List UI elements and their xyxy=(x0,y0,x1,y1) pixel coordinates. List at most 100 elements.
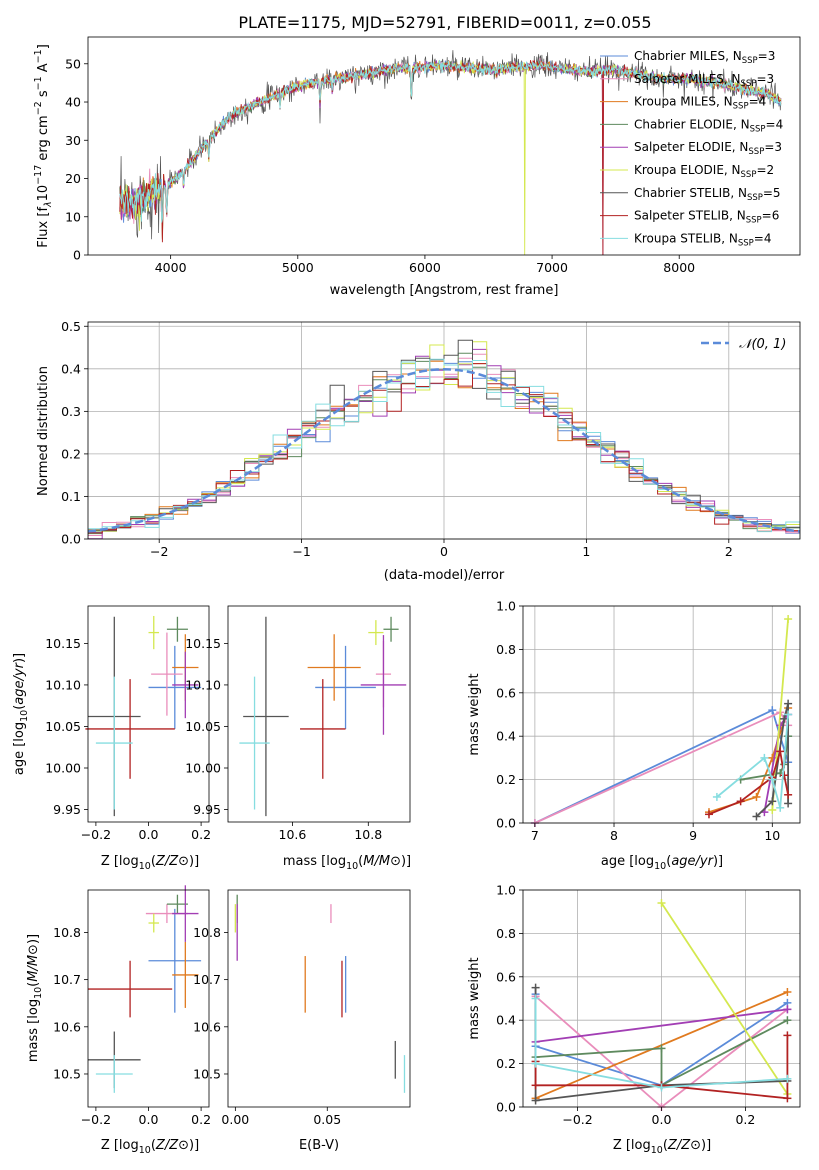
x-tick-label: 2 xyxy=(725,544,733,559)
mass-weight-line xyxy=(660,902,789,1095)
spectrum-line xyxy=(119,59,782,223)
x-tick-label: 5000 xyxy=(282,260,314,275)
mass-vs-ebv-panel: 0.00 0.05 10.5 10.6 10.7 10.8 E(B-V) xyxy=(193,889,411,1153)
legend-entry: Salpeter STELIB, NSSP=6 xyxy=(634,209,779,226)
label-part: Z/Z⊙ xyxy=(155,1138,189,1153)
legend-text: =4 xyxy=(749,95,767,109)
legend-text: =6 xyxy=(762,209,780,223)
y-tick-label: 1.0 xyxy=(496,883,516,898)
label-superscript: −1 xyxy=(33,76,44,90)
label-part: )] xyxy=(12,653,27,663)
y-tick-label: 10.8 xyxy=(53,925,81,940)
x-tick-label: 0.00 xyxy=(221,1112,249,1127)
x-tick-label: −0.2 xyxy=(81,827,111,842)
x-axis-label: Z [log10(Z/Z⊙)] xyxy=(613,1138,711,1156)
y-tick-label: 0.3 xyxy=(61,404,81,419)
legend-subscript: SSP xyxy=(747,193,763,203)
legend-text: =2 xyxy=(756,163,774,177)
x-tick-label: 0.0 xyxy=(139,827,159,842)
x-tick-label: 6000 xyxy=(409,260,441,275)
legend-text: Salpeter STELIB, N xyxy=(634,209,746,223)
legend-subscript: SSP xyxy=(742,56,758,66)
label-subscript: 10 xyxy=(346,861,358,872)
label-part: )] xyxy=(189,1138,199,1153)
x-tick-label: 4000 xyxy=(155,260,187,275)
label-part: ( xyxy=(12,705,27,710)
y-tick-label: 30 xyxy=(65,133,81,148)
x-tick-label: 10.8 xyxy=(354,827,382,842)
legend-entry: Kroupa ELODIE, NSSP=2 xyxy=(634,163,774,180)
y-tick-label: 0.0 xyxy=(61,532,81,547)
legend-text: Salpeter MILES, N xyxy=(634,72,741,86)
y-tick-label: 0.6 xyxy=(496,969,516,984)
legend-subscript: SSP xyxy=(748,147,764,157)
y-tick-label: 0.2 xyxy=(496,772,516,787)
legend-entry: Salpeter ELODIE, NSSP=3 xyxy=(634,140,782,157)
label-superscript: −1 xyxy=(33,49,44,63)
figure-title: PLATE=1175, MJD=52791, FIBERID=0011, z=0… xyxy=(238,13,651,32)
legend-text: Chabrier MILES, N xyxy=(634,49,742,63)
legend-text: Kroupa MILES, N xyxy=(634,95,733,109)
axes-frame xyxy=(522,605,801,824)
y-tick-label: 10.7 xyxy=(53,972,81,987)
y-tick-label: 0.4 xyxy=(61,361,81,376)
mass-weight-line xyxy=(534,711,789,824)
x-tick-label: 0.2 xyxy=(735,1112,755,1127)
axes-frame xyxy=(227,605,411,823)
y-tick-label: 10.6 xyxy=(53,1019,81,1034)
y-tick-label: 10.5 xyxy=(193,1066,221,1081)
label-part: ( xyxy=(663,1138,668,1153)
legend-text: =5 xyxy=(763,186,781,200)
y-tick-label: 40 xyxy=(65,95,81,110)
y-tick-label: 0.2 xyxy=(496,1056,516,1071)
label-part: erg cm xyxy=(36,115,51,164)
legend-entry: Chabrier ELODIE, NSSP=4 xyxy=(634,117,783,134)
label-part: ( xyxy=(666,854,671,869)
label-subscript: 10 xyxy=(139,861,151,872)
label-superscript: −17 xyxy=(33,165,44,185)
label-part: s xyxy=(36,90,51,101)
spectrum-line xyxy=(119,60,782,255)
label-subscript: 10 xyxy=(33,987,44,999)
y-tick-label: 9.95 xyxy=(53,802,81,817)
y-tick-label: 0 xyxy=(73,248,81,263)
x-tick-label: 10.6 xyxy=(279,827,307,842)
x-tick-label: 0.0 xyxy=(139,1112,159,1127)
y-axis-label: mass weight xyxy=(467,957,482,1039)
axes-frame xyxy=(227,889,411,1108)
x-tick-label: −2 xyxy=(150,544,168,559)
spectrum-line xyxy=(119,60,782,255)
y-tick-label: 0.2 xyxy=(61,446,81,461)
legend-entry: Kroupa MILES, NSSP=4 xyxy=(634,95,766,112)
x-axis-label: mass [log10(M/M⊙)] xyxy=(283,854,411,872)
legend-text: =3 xyxy=(756,72,774,86)
legend-entry: Salpeter MILES, NSSP=3 xyxy=(634,72,774,89)
y-tick-label: 10.15 xyxy=(185,636,221,651)
y-tick-label: 0.4 xyxy=(496,1013,516,1028)
y-tick-label: 10.7 xyxy=(193,972,221,987)
legend-text: =4 xyxy=(766,117,784,131)
histogram-step xyxy=(88,358,800,539)
mass-weight-line xyxy=(534,998,788,1089)
label-part: mass [log xyxy=(283,854,346,869)
label-part: M/M⊙ xyxy=(363,854,401,869)
x-tick-label: 10 xyxy=(764,828,780,843)
y-tick-label: 10.6 xyxy=(193,1019,221,1034)
legend-text: Chabrier ELODIE, N xyxy=(634,117,750,131)
legend-subscript: SSP xyxy=(741,79,757,89)
y-tick-label: 1.0 xyxy=(496,599,516,614)
x-tick-label: 8 xyxy=(610,828,618,843)
histogram-step xyxy=(88,341,800,533)
y-axis-label: mass weight xyxy=(467,673,482,755)
label-subscript: 10 xyxy=(654,861,666,872)
y-tick-label: 10.10 xyxy=(185,677,221,692)
y-tick-label: 10.5 xyxy=(53,1066,81,1081)
y-tick-label: 0.4 xyxy=(496,729,516,744)
y-tick-label: 10.00 xyxy=(45,761,81,776)
label-part: age [log xyxy=(12,722,27,775)
label-subscript: 10 xyxy=(139,1145,151,1156)
y-tick-label: 0.0 xyxy=(496,1100,516,1115)
label-part: 10 xyxy=(36,185,51,202)
y-tick-label: 0.5 xyxy=(61,319,81,334)
label-subscript: λ xyxy=(43,201,54,208)
